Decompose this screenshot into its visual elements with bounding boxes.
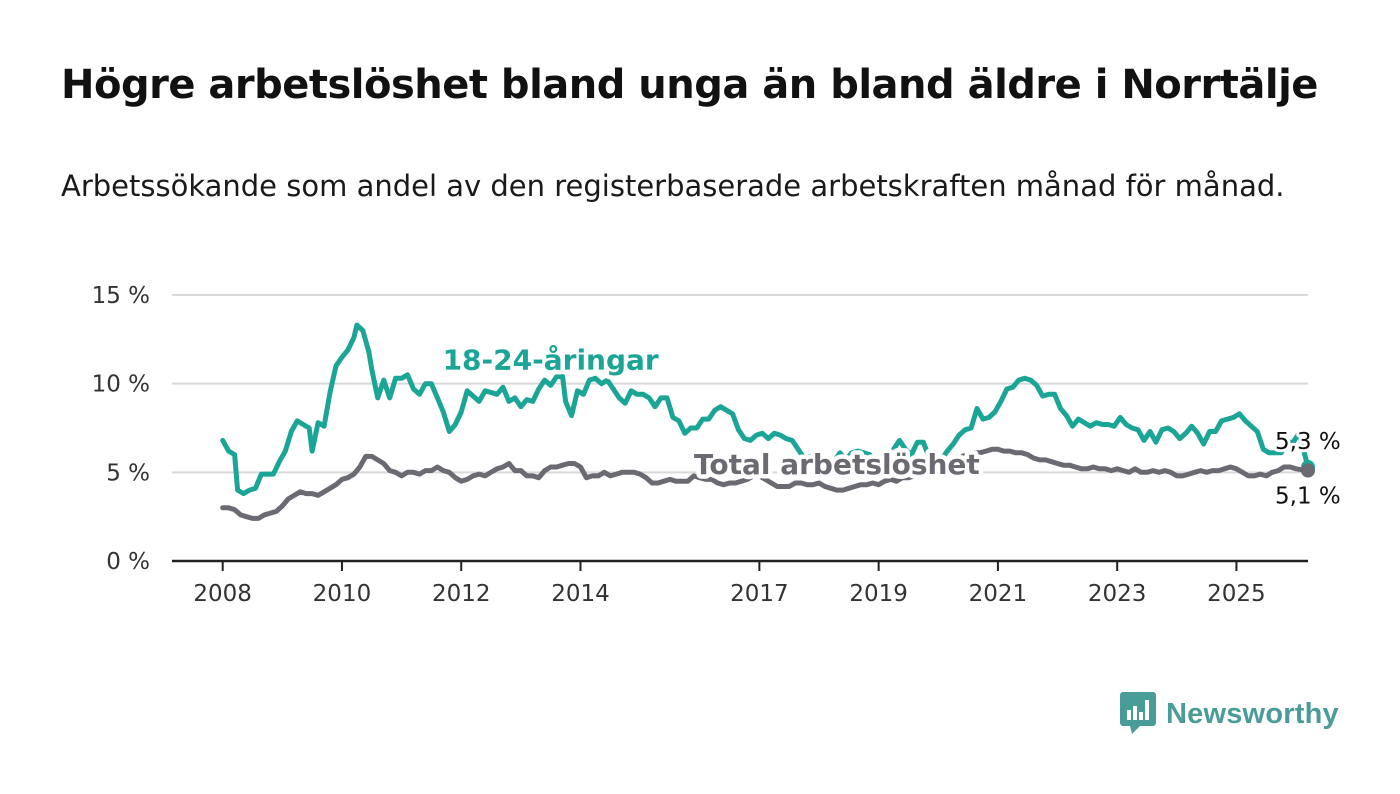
series-end-label: 5,3 % xyxy=(1275,429,1341,455)
x-tick-label: 2008 xyxy=(193,581,252,607)
y-axis-ticks: 0 % 5 % 10 % 15 % xyxy=(92,283,150,575)
line-chart: 0 %5 %10 %15 % 2008 2010 2012 2014 2017 2019 2… xyxy=(92,283,1344,607)
x-tick-label: 2025 xyxy=(1207,581,1266,607)
series-label: Total arbetslöshet xyxy=(694,448,980,481)
x-tick-label: 2012 xyxy=(432,581,491,607)
series-label: 18-24-åringar xyxy=(443,343,659,376)
x-tick-label: 2017 xyxy=(730,581,789,607)
y-tick-label: 15 % xyxy=(92,283,150,309)
brand-name: Newsworthy xyxy=(1166,697,1339,730)
x-tick-label: 2010 xyxy=(313,581,372,607)
series-labels: 18-24-åringar Total arbetslöshet 5,3 % 5,1 … xyxy=(438,339,1344,513)
series-end-label: 5,1 % xyxy=(1275,484,1341,510)
series-lines xyxy=(220,322,1311,521)
x-axis-ticks: 2008 2010 2012 2014 2017 2019 2021 2023 2025 xyxy=(193,561,1266,607)
y-tick-label: 0 % xyxy=(106,549,150,575)
newsworthy-logo[interactable]: Newsworthy xyxy=(1120,692,1339,736)
newsworthy-logo-icon xyxy=(1120,692,1156,734)
x-tick-label: 2023 xyxy=(1088,581,1147,607)
x-tick-label: 2021 xyxy=(969,581,1028,607)
series-line-youth xyxy=(220,322,1311,497)
y-tick-label: 10 % xyxy=(92,372,150,398)
chart-subtitle: Arbetssökande som andel av den registerb… xyxy=(61,169,1285,203)
chart-title: Högre arbetslöshet bland unga än bland ä… xyxy=(61,62,1318,108)
y-tick-label: 5 % xyxy=(106,460,150,486)
x-tick-label: 2014 xyxy=(551,581,610,607)
series-line-total xyxy=(220,446,1311,521)
x-tick-label: 2019 xyxy=(849,581,908,607)
series-end-dot xyxy=(1301,463,1315,478)
gridlines xyxy=(172,294,1308,563)
